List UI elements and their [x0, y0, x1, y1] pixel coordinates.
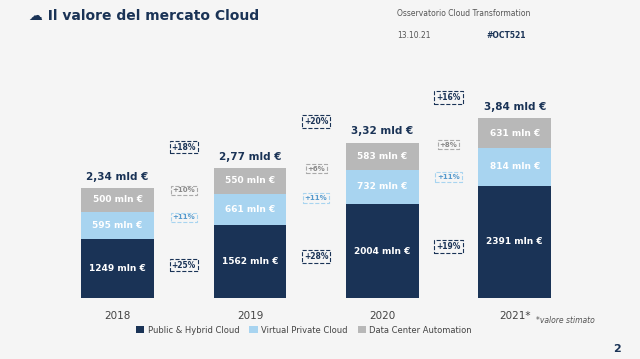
- Text: +18%: +18%: [172, 143, 196, 151]
- Text: 2021*: 2021*: [499, 311, 531, 321]
- Text: 3,84 mld €: 3,84 mld €: [483, 102, 546, 112]
- Bar: [81, 239, 154, 298]
- Text: +28%: +28%: [304, 252, 328, 261]
- Bar: [214, 194, 286, 225]
- Bar: [81, 211, 154, 239]
- Text: 2,77 mld €: 2,77 mld €: [219, 152, 281, 162]
- Text: +11%: +11%: [172, 214, 195, 220]
- Text: 2391 mln €: 2391 mln €: [486, 238, 543, 247]
- Text: 550 mln €: 550 mln €: [225, 177, 275, 186]
- Text: +11%: +11%: [305, 195, 328, 201]
- Text: 631 mln €: 631 mln €: [490, 129, 540, 137]
- Text: +16%: +16%: [436, 93, 461, 102]
- Legend: Public & Hybrid Cloud, Virtual Private Cloud, Data Center Automation: Public & Hybrid Cloud, Virtual Private C…: [132, 322, 476, 338]
- Text: +8%: +8%: [440, 142, 458, 148]
- Bar: [478, 186, 551, 298]
- Text: +11%: +11%: [437, 174, 460, 180]
- Text: 2004 mln €: 2004 mln €: [354, 247, 410, 256]
- Text: 2018: 2018: [104, 311, 131, 321]
- Bar: [81, 188, 154, 211]
- Text: 2020: 2020: [369, 311, 396, 321]
- Text: +10%: +10%: [172, 187, 195, 194]
- Text: 2,34 mld €: 2,34 mld €: [86, 172, 148, 182]
- Text: 732 mln €: 732 mln €: [357, 182, 408, 191]
- Text: 1562 mln €: 1562 mln €: [221, 257, 278, 266]
- Text: 2: 2: [613, 344, 621, 354]
- Text: +25%: +25%: [172, 261, 196, 270]
- Bar: [346, 143, 419, 170]
- Text: 13.10.21: 13.10.21: [397, 31, 430, 39]
- Text: ☁ Il valore del mercato Cloud: ☁ Il valore del mercato Cloud: [29, 9, 259, 23]
- Text: +19%: +19%: [436, 242, 461, 251]
- Text: #OCT521: #OCT521: [486, 31, 526, 39]
- Text: 3,32 mld €: 3,32 mld €: [351, 126, 413, 136]
- Bar: [214, 225, 286, 298]
- Bar: [478, 118, 551, 148]
- Text: 583 mln €: 583 mln €: [357, 152, 408, 161]
- Text: 1249 mln €: 1249 mln €: [89, 264, 146, 273]
- Text: 595 mln €: 595 mln €: [92, 221, 143, 230]
- Text: 500 mln €: 500 mln €: [93, 195, 143, 204]
- Text: +20%: +20%: [304, 117, 328, 126]
- Text: 661 mln €: 661 mln €: [225, 205, 275, 214]
- Text: 814 mln €: 814 mln €: [490, 163, 540, 172]
- Text: 2019: 2019: [237, 311, 263, 321]
- Bar: [478, 148, 551, 186]
- Bar: [346, 170, 419, 204]
- Bar: [346, 204, 419, 298]
- Text: Osservatorio Cloud Transformation: Osservatorio Cloud Transformation: [397, 9, 530, 18]
- Text: +6%: +6%: [307, 165, 325, 172]
- Bar: [214, 168, 286, 194]
- Text: *valore stimato: *valore stimato: [536, 316, 595, 325]
